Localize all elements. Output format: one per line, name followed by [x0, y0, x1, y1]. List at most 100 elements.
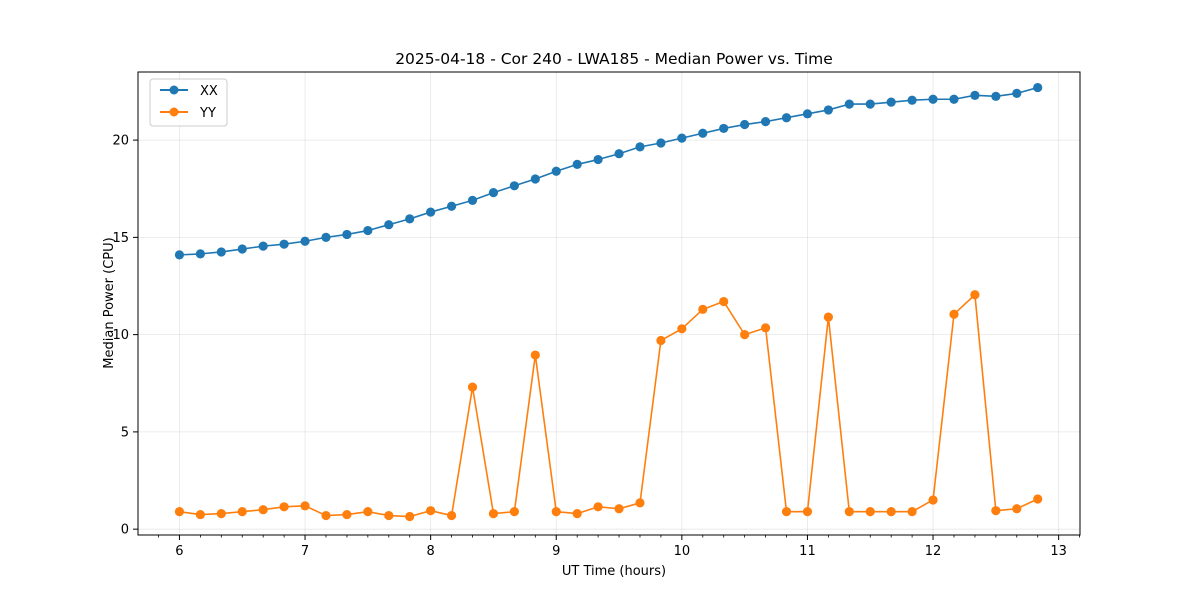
x-tick-label: 12 — [925, 544, 942, 559]
data-point-xx — [656, 138, 666, 148]
data-point-xx — [405, 214, 415, 224]
data-point-xx — [635, 142, 645, 152]
data-point-xx — [572, 159, 582, 170]
data-point-yy — [907, 507, 917, 517]
data-point-yy — [237, 507, 247, 517]
data-point-xx — [321, 232, 331, 242]
data-point-yy — [865, 507, 875, 517]
data-point-yy — [970, 290, 980, 300]
legend-marker-yy — [169, 107, 179, 117]
legend-marker-xx — [169, 85, 179, 95]
data-point-xx — [823, 105, 833, 115]
data-point-xx — [781, 113, 792, 123]
data-point-yy — [572, 509, 582, 519]
y-tick-label: 15 — [112, 231, 129, 246]
axis-ticks: 6 7 8 9 10 11 12 13 0 5 10 15 20 — [112, 134, 1080, 559]
data-point-yy — [258, 505, 268, 515]
data-point-yy — [342, 509, 352, 520]
data-point-xx — [446, 201, 457, 211]
x-tick-label: 8 — [427, 544, 435, 559]
data-point-yy — [467, 382, 478, 392]
data-point-yy — [740, 330, 750, 340]
data-point-yy — [698, 304, 708, 314]
data-point-yy — [509, 507, 519, 517]
data-point-xx — [949, 94, 959, 104]
data-point-xx — [551, 166, 561, 176]
data-point-xx — [1012, 88, 1022, 98]
x-tick-label: 6 — [175, 544, 183, 559]
data-point-yy — [321, 510, 331, 521]
data-point-yy — [802, 507, 813, 517]
data-point-xx — [216, 247, 226, 257]
data-point-xx — [740, 119, 750, 130]
data-point-xx — [426, 207, 436, 217]
data-point-xx — [760, 117, 771, 127]
data-point-yy — [551, 507, 561, 517]
data-point-xx — [237, 244, 247, 254]
data-point-xx — [928, 94, 938, 104]
data-point-yy — [823, 312, 833, 322]
data-point-xx — [384, 220, 394, 230]
grid — [138, 72, 1080, 535]
data-point-xx — [593, 154, 603, 165]
data-point-xx — [865, 99, 875, 109]
data-point-yy — [488, 509, 499, 519]
y-tick-label: 0 — [121, 523, 129, 538]
data-point-xx — [195, 249, 205, 259]
legend-label-yy: YY — [199, 106, 216, 121]
data-point-yy — [844, 507, 854, 517]
data-point-xx — [677, 133, 687, 143]
data-point-yy — [426, 506, 436, 516]
data-point-yy — [279, 502, 289, 512]
chart-title: 2025-04-18 - Cor 240 - LWA185 - Median P… — [395, 50, 833, 68]
data-point-yy — [677, 324, 687, 334]
data-point-yy — [760, 323, 771, 333]
data-point-xx — [719, 123, 729, 134]
data-point-xx — [509, 181, 519, 191]
data-point-yy — [886, 507, 896, 517]
plot-frame — [137, 71, 1081, 536]
data-point-xx — [907, 95, 917, 105]
x-tick-label: 13 — [1050, 544, 1067, 559]
x-tick-label: 10 — [674, 544, 691, 559]
data-point-xx — [530, 174, 540, 184]
data-point-xx — [342, 229, 352, 240]
data-point-xx — [844, 99, 854, 109]
x-tick-label: 7 — [301, 544, 309, 559]
data-point-xx — [279, 239, 289, 249]
x-tick-label: 11 — [799, 544, 816, 559]
data-point-xx — [467, 195, 478, 205]
data-point-xx — [300, 236, 310, 246]
legend: XX YY — [149, 78, 228, 127]
data-point-yy — [300, 501, 310, 511]
data-point-yy — [781, 507, 792, 517]
data-point-yy — [1033, 494, 1043, 504]
data-point-yy — [949, 309, 959, 319]
data-point-yy — [405, 511, 415, 522]
data-point-xx — [802, 109, 813, 119]
series-layer — [174, 82, 1043, 522]
data-point-yy — [363, 507, 373, 517]
data-point-yy — [593, 502, 603, 512]
x-axis-label: UT Time (hours) — [562, 564, 666, 579]
data-point-xx — [698, 128, 708, 138]
data-point-xx — [488, 188, 499, 198]
x-tick-label: 9 — [552, 544, 560, 559]
data-point-xx — [991, 91, 1001, 101]
data-point-xx — [886, 97, 896, 107]
data-point-yy — [719, 296, 729, 307]
data-point-yy — [530, 350, 540, 360]
data-point-yy — [446, 510, 457, 521]
data-point-yy — [928, 495, 938, 505]
data-point-xx — [1033, 82, 1043, 93]
data-point-yy — [614, 504, 624, 514]
y-tick-label: 20 — [112, 134, 129, 149]
data-point-yy — [991, 506, 1001, 516]
y-axis-label: Median Power (CPU) — [102, 237, 117, 368]
data-point-xx — [363, 225, 373, 236]
data-point-yy — [656, 335, 666, 346]
data-point-yy — [635, 498, 645, 508]
legend-label-xx: XX — [200, 84, 218, 99]
data-point-xx — [258, 241, 268, 251]
